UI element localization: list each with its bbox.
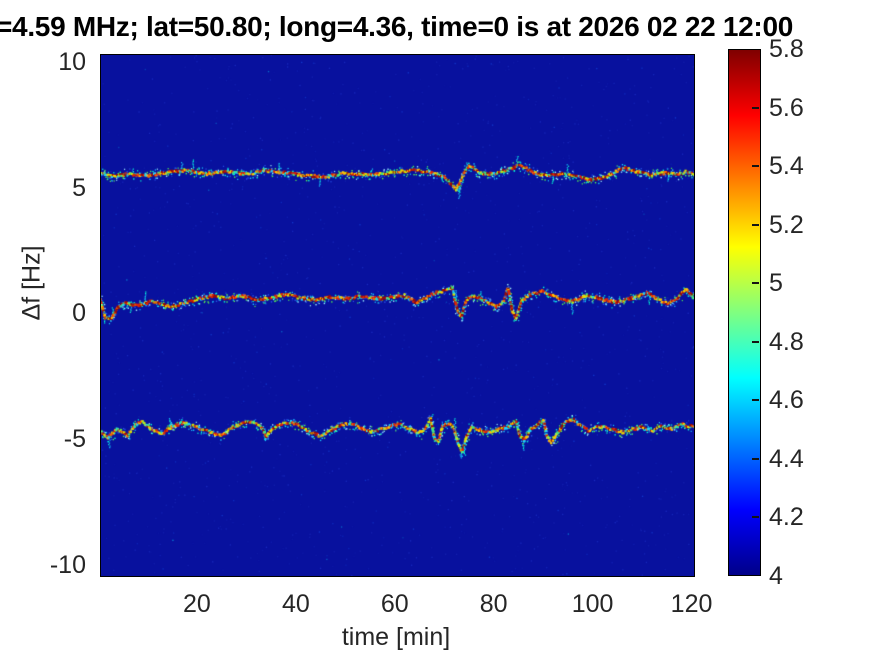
x-tick-label: 40 xyxy=(281,590,310,618)
colorbar-tick-label: 5.2 xyxy=(769,210,804,239)
colorbar-tick-label: 5.6 xyxy=(769,93,804,122)
colorbar-tick xyxy=(752,399,759,402)
colorbar-tick-label: 4 xyxy=(769,562,783,590)
colorbar xyxy=(728,49,761,576)
y-tick-label: 0 xyxy=(72,299,86,328)
x-tick-label: 120 xyxy=(670,590,713,618)
y-tick-label: -10 xyxy=(49,550,86,579)
colorbar-tick xyxy=(752,282,759,285)
colorbar-tick xyxy=(752,106,759,109)
colorbar-tick-label: 5 xyxy=(769,269,783,298)
y-tick-label: -5 xyxy=(63,425,86,454)
spectrogram-canvas xyxy=(101,55,694,576)
y-tick-label: 10 xyxy=(58,48,86,77)
colorbar-tick xyxy=(752,165,759,168)
plot-area xyxy=(100,54,695,577)
y-tick-label: 5 xyxy=(72,173,86,202)
colorbar-gradient xyxy=(729,50,760,575)
colorbar-tick-label: 4.8 xyxy=(769,327,804,356)
x-tick-label: 20 xyxy=(183,590,211,618)
plot-title: =4.59 MHz; lat=50.80; long=4.36, time=0 … xyxy=(0,11,793,42)
colorbar-tick-label: 4.2 xyxy=(769,503,804,532)
colorbar-tick-label: 4.6 xyxy=(769,386,804,415)
x-tick-label: 100 xyxy=(571,590,614,618)
colorbar-tick xyxy=(752,340,759,343)
colorbar-tick-label: 5.4 xyxy=(769,152,804,181)
x-tick-label: 80 xyxy=(479,590,508,618)
x-tick-label: 60 xyxy=(380,590,409,618)
colorbar-tick-label: 5.8 xyxy=(769,35,804,63)
x-axis-label: time [min] xyxy=(341,623,451,651)
colorbar-tick xyxy=(752,223,759,226)
colorbar-tick-label: 4.4 xyxy=(769,444,804,473)
colorbar-tick xyxy=(752,516,759,519)
colorbar-tick xyxy=(752,457,759,460)
